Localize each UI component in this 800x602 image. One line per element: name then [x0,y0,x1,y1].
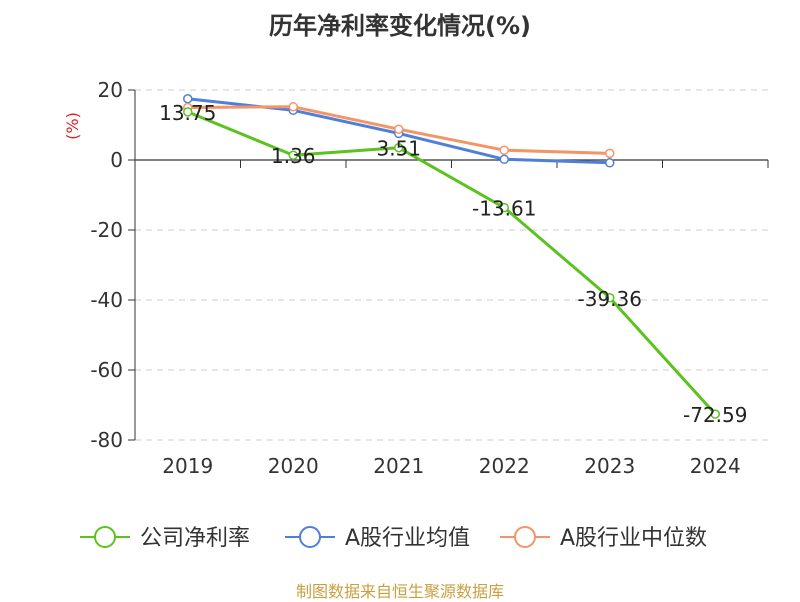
y-tick-label: 0 [110,148,123,172]
x-tick-label: 2020 [268,454,319,478]
data-point [288,102,298,112]
series-line-0 [187,110,717,416]
legend-marker [514,526,536,548]
data-point [499,154,509,165]
data-point [499,145,509,155]
x-tick-label: 2023 [584,454,635,478]
x-tick-label: 2022 [479,454,530,478]
data-point [605,293,615,303]
data-point [710,409,720,419]
data-point [394,142,404,153]
y-tick-label: -60 [90,358,123,382]
data-point [394,124,404,134]
data-point [605,158,615,168]
x-tick-label: 2024 [690,454,741,478]
chart-title: 历年净利率变化情况(%) [269,12,531,40]
data-label: -39.36 [578,287,642,311]
y-tick-label: -20 [90,218,123,242]
x-tick-label: 2019 [162,454,213,478]
data-label: -13.61 [472,197,536,221]
legend-item[interactable]: A股行业中位数 [500,526,707,551]
source-footer: 制图数据来自恒生聚源数据库 [295,582,504,601]
legend-marker [299,526,321,548]
axes: 20 0 -20 -40 -60 -80 2019 2020 2021 2022 2023 2024 [90,78,769,478]
data-label: 1.36 [271,144,316,168]
legend-label: A股行业均值 [345,526,470,551]
x-tick-label: 2021 [373,454,424,478]
legend-marker [94,526,116,548]
data-point [499,202,509,213]
legend: 公司净利率 A股行业均值 A股行业中位数 [80,526,707,551]
legend-label: 公司净利率 [140,526,250,551]
legend-item[interactable]: 公司净利率 [80,526,250,551]
y-tick-label: 20 [98,78,123,102]
y-tick-label: -40 [90,288,123,312]
data-label: 13.75 [159,101,216,125]
data-point [605,148,615,159]
data-point [288,150,298,160]
legend-label: A股行业中位数 [560,526,707,551]
series-lines [183,94,720,419]
data-label: 3.51 [376,137,421,161]
legend-item[interactable]: A股行业均值 [285,526,470,551]
gridlines [135,89,768,441]
y-axis-label: (%) [63,112,82,140]
data-label: -72.59 [683,403,747,427]
y-tick-label: -80 [90,428,123,452]
data-point [183,107,193,117]
data-labels: 13.75 1.36 3.51 -13.61 -39.36 -72.59 [159,101,747,427]
